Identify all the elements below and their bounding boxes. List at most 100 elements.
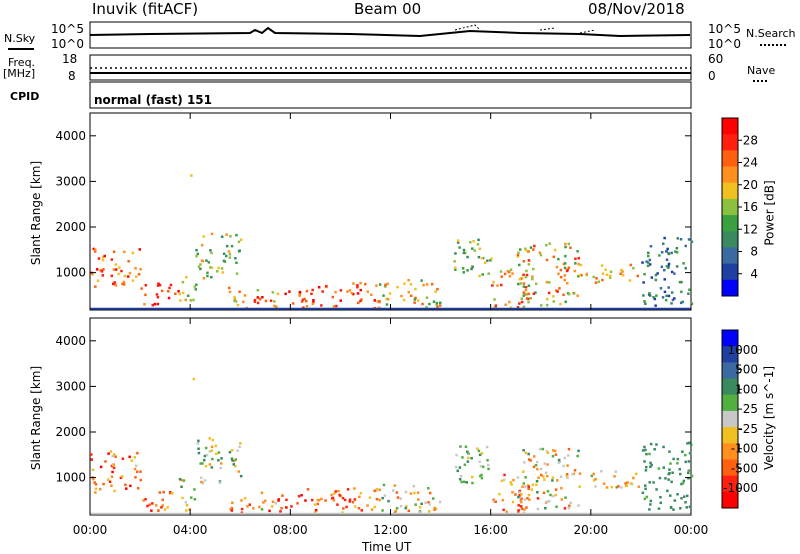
range-cell (494, 500, 497, 503)
range-cell (690, 474, 694, 478)
range-cell (648, 294, 652, 297)
range-cell (182, 291, 185, 295)
range-cell (222, 252, 226, 255)
range-cell (233, 299, 236, 303)
range-cell (300, 300, 304, 303)
colorbar-tick-label: 28 (743, 133, 758, 147)
range-cell (121, 282, 124, 286)
range-cell (592, 479, 596, 482)
range-cell (496, 284, 499, 287)
range-cell (225, 254, 228, 258)
range-cell (100, 270, 104, 273)
y-tick-label: 4000 (55, 334, 86, 348)
range-cell (462, 271, 465, 274)
range-cell (219, 466, 222, 470)
range-cell (687, 292, 690, 295)
range-cell (190, 174, 193, 177)
colorbar-cell (722, 362, 738, 380)
range-cell (576, 294, 579, 297)
range-cell (467, 456, 470, 460)
range-cell (662, 242, 665, 245)
range-cell (316, 498, 320, 502)
range-cell (659, 287, 663, 290)
range-cell (353, 498, 357, 501)
range-cell (343, 498, 347, 502)
range-cell (655, 294, 658, 297)
range-cell (131, 279, 135, 282)
range-cell (656, 272, 659, 275)
range-cell (428, 491, 432, 495)
range-cell (533, 455, 536, 458)
cpid-label: CPID (10, 90, 40, 103)
range-cell (161, 504, 164, 507)
range-cell (195, 248, 198, 252)
range-cell (463, 463, 467, 466)
range-cell (92, 247, 95, 251)
range-cell (433, 508, 436, 511)
range-cell (117, 272, 120, 276)
range-cell (466, 450, 469, 453)
range-cell (93, 250, 97, 253)
range-cell (641, 261, 644, 264)
range-cell (595, 277, 598, 280)
range-cell (470, 457, 473, 460)
range-cell (632, 476, 635, 480)
range-cell (499, 270, 503, 273)
cpid-value: normal (fast) 151 (94, 93, 212, 107)
range-cell (436, 287, 439, 291)
nsky-tick-bottom: 10^0 (51, 37, 84, 51)
range-cell (311, 302, 315, 306)
range-cell (436, 305, 439, 309)
range-cell (601, 278, 604, 282)
range-cell (524, 289, 528, 292)
range-cell (227, 250, 231, 253)
range-cell (234, 458, 237, 461)
range-cell (114, 268, 118, 271)
range-cell (107, 452, 110, 455)
range-cell (641, 491, 645, 495)
freq-tick-bottom: 8 (68, 69, 76, 83)
range-cell (516, 476, 520, 479)
range-cell (567, 242, 571, 246)
range-cell (557, 257, 560, 261)
range-cell (503, 473, 506, 477)
power-data (90, 174, 694, 310)
range-cell (650, 463, 653, 467)
range-cell (346, 488, 350, 491)
range-cell (462, 248, 466, 252)
range-cell (657, 507, 661, 510)
range-cell (567, 454, 570, 457)
range-cell (228, 450, 232, 454)
range-cell (353, 487, 356, 490)
range-cell (230, 448, 234, 452)
range-cell (96, 268, 99, 271)
range-cell (670, 291, 674, 294)
range-cell (568, 504, 571, 508)
range-cell (522, 449, 525, 452)
range-cell (160, 506, 163, 509)
range-cell (109, 450, 113, 453)
range-cell (521, 277, 524, 280)
range-cell (413, 491, 416, 495)
range-cell (545, 258, 549, 262)
range-cell (536, 507, 540, 511)
range-cell (486, 459, 489, 462)
range-cell (317, 499, 321, 502)
range-cell (275, 305, 278, 308)
range-cell (465, 481, 468, 484)
range-cell (113, 489, 116, 493)
range-cell (518, 494, 521, 497)
range-cell (504, 303, 507, 306)
range-cell (686, 442, 689, 445)
range-cell (470, 267, 473, 271)
nsky-label: N.Sky (4, 32, 36, 45)
range-cell (413, 298, 417, 301)
range-cell (527, 458, 531, 461)
range-cell (210, 251, 213, 255)
range-cell (471, 481, 474, 485)
range-cell (469, 241, 472, 244)
range-cell (686, 494, 689, 498)
range-cell (546, 451, 550, 454)
range-cell (532, 465, 536, 469)
range-cell (305, 305, 309, 308)
